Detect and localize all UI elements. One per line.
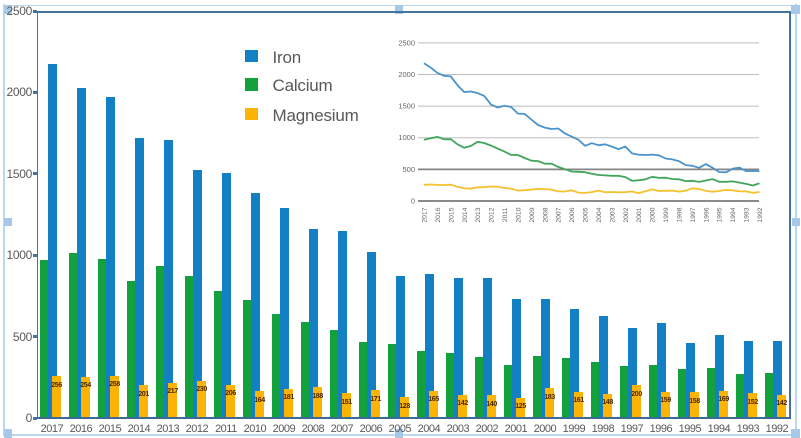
svg-text:2015: 2015 bbox=[448, 207, 455, 222]
svg-text:1500: 1500 bbox=[398, 102, 415, 111]
svg-text:2004: 2004 bbox=[596, 207, 603, 222]
svg-text:2001: 2001 bbox=[636, 207, 643, 222]
svg-text:2000: 2000 bbox=[398, 70, 415, 79]
svg-text:2017: 2017 bbox=[422, 207, 429, 222]
svg-text:2009: 2009 bbox=[529, 207, 536, 222]
svg-text:1997: 1997 bbox=[690, 207, 697, 222]
svg-text:2014: 2014 bbox=[462, 207, 469, 222]
svg-text:2000: 2000 bbox=[650, 207, 657, 222]
svg-text:2500: 2500 bbox=[398, 38, 415, 47]
svg-text:2010: 2010 bbox=[515, 207, 522, 222]
svg-text:1995: 1995 bbox=[717, 207, 724, 222]
svg-text:1993: 1993 bbox=[744, 207, 751, 222]
svg-text:2013: 2013 bbox=[475, 207, 482, 222]
svg-text:2005: 2005 bbox=[583, 207, 590, 222]
svg-text:2006: 2006 bbox=[569, 207, 576, 222]
svg-text:1998: 1998 bbox=[677, 207, 684, 222]
svg-text:500: 500 bbox=[402, 165, 415, 174]
svg-text:2003: 2003 bbox=[609, 207, 616, 222]
svg-text:1996: 1996 bbox=[703, 207, 710, 222]
svg-text:0: 0 bbox=[411, 197, 415, 206]
svg-text:1999: 1999 bbox=[663, 207, 670, 222]
svg-text:2016: 2016 bbox=[435, 207, 442, 222]
svg-text:1000: 1000 bbox=[398, 133, 415, 142]
svg-text:2011: 2011 bbox=[502, 207, 509, 222]
svg-text:1994: 1994 bbox=[730, 207, 737, 222]
svg-text:2012: 2012 bbox=[489, 207, 496, 222]
svg-text:1992: 1992 bbox=[757, 207, 764, 222]
svg-text:2007: 2007 bbox=[556, 207, 563, 222]
svg-text:2008: 2008 bbox=[542, 207, 549, 222]
svg-text:2002: 2002 bbox=[623, 207, 630, 222]
